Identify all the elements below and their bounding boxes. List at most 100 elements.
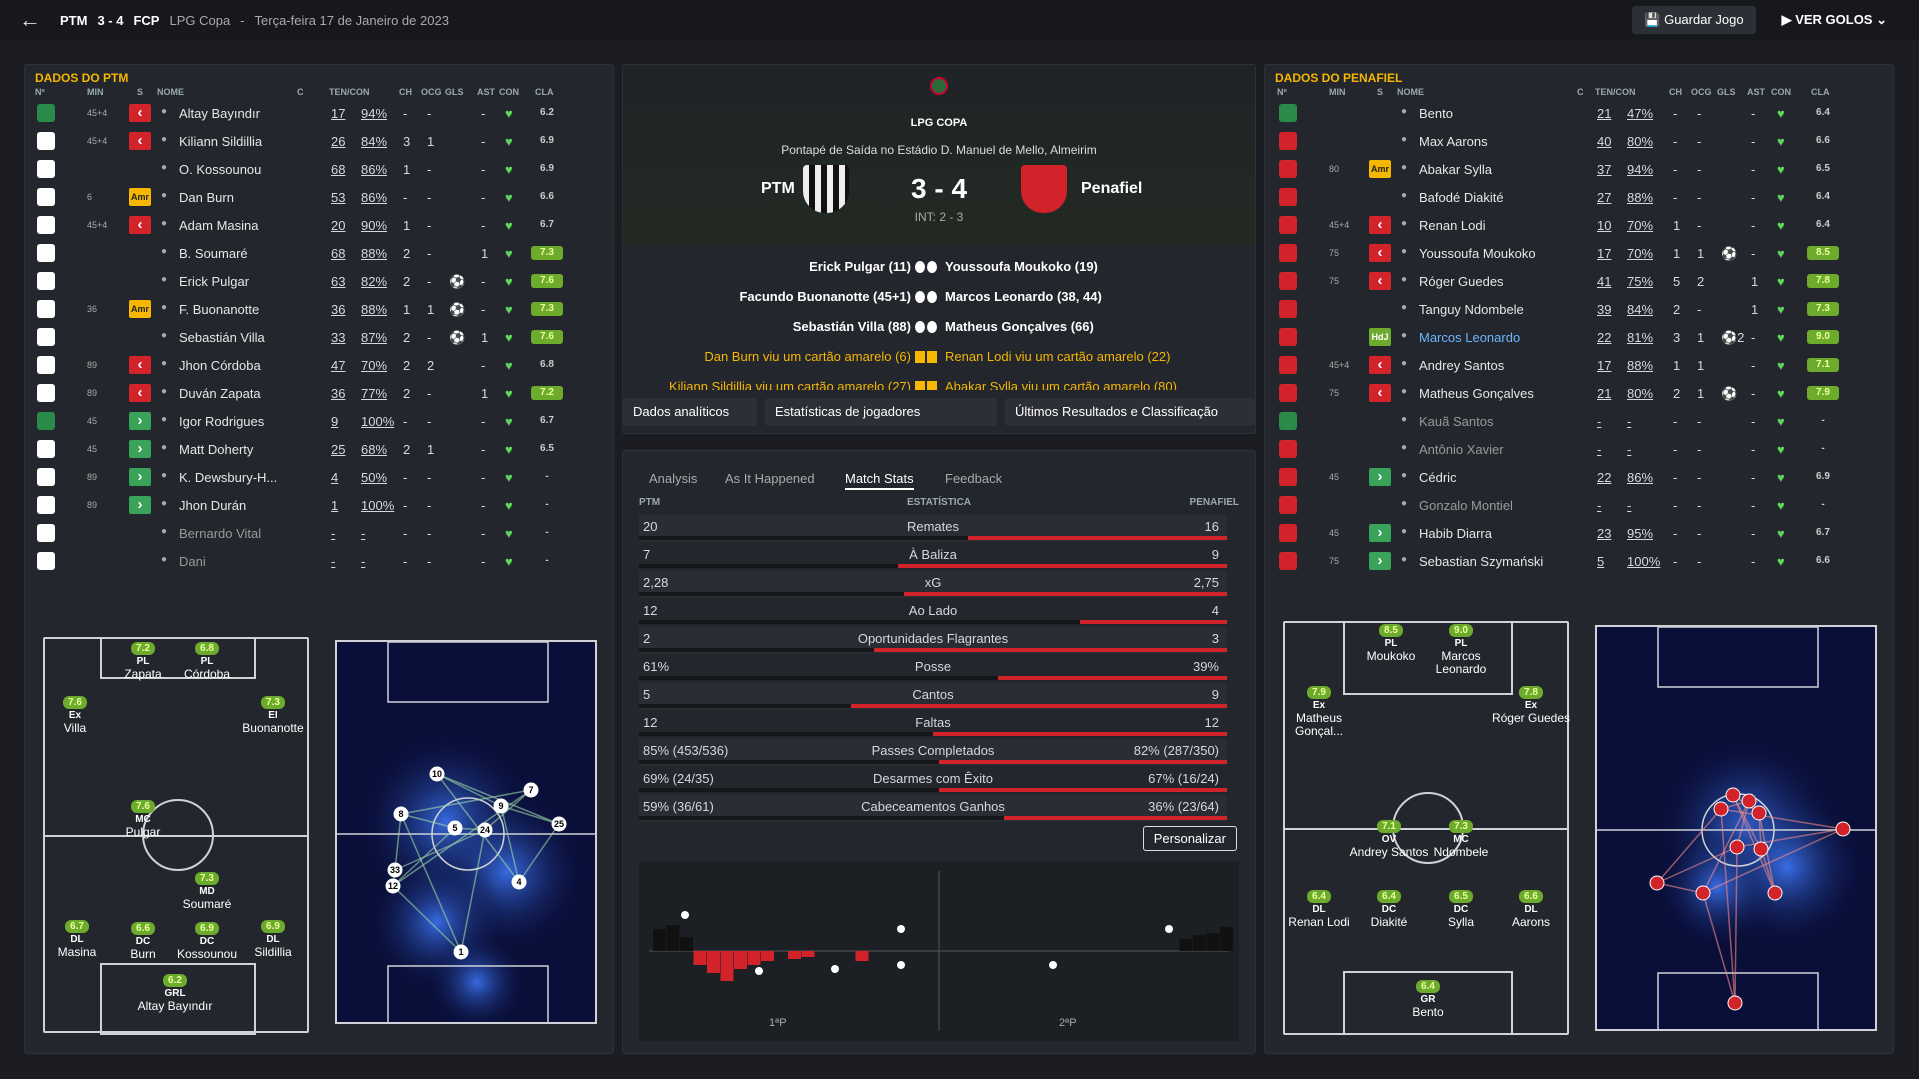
player-row[interactable]: Amr 80 ● Abakar Sylla 37 94% - - - ♥ 6.5: [1265, 155, 1893, 183]
save-game-button[interactable]: 💾 Guardar Jogo: [1632, 6, 1756, 34]
player-row[interactable]: ● B. Soumaré 68 88% 2 - 1 ♥ 7.3: [25, 239, 613, 267]
player-row[interactable]: ● Bernardo Vital - - - - - ♥ -: [25, 519, 613, 547]
formation-player[interactable]: 7.1 OV Andrey Santos: [1344, 819, 1434, 859]
player-row[interactable]: ● Dani - - - - - ♥ -: [25, 547, 613, 575]
player-name[interactable]: Antônio Xavier: [1419, 442, 1504, 457]
player-row[interactable]: ● Tanguy Ndombele 39 84% 2 - 1 ♥ 7.3: [1265, 295, 1893, 323]
player-row[interactable]: ‹ 45+4 ● Andrey Santos 17 88% 1 1 - ♥ 7.1: [1265, 351, 1893, 379]
player-row[interactable]: › 45 ● Habib Diarra 23 95% - - - ♥ 6.7: [1265, 519, 1893, 547]
player-name[interactable]: Matheus Gonçalves: [1419, 386, 1534, 401]
player-name[interactable]: Jhon Córdoba: [179, 358, 261, 373]
player-row[interactable]: › 45 ● Matt Doherty 25 68% 2 1 - ♥ 6.5: [25, 435, 613, 463]
formation-player[interactable]: 6.9 DC Kossounou: [162, 921, 252, 961]
formation-player[interactable]: 6.8 PL Córdoba: [162, 641, 252, 681]
player-name[interactable]: Marcos Leonardo: [1419, 330, 1521, 345]
customize-button[interactable]: Personalizar: [1142, 826, 1237, 851]
back-arrow-icon[interactable]: ←: [19, 7, 41, 32]
player-row[interactable]: ● Sebastián Villa 33 87% 2 - ⚽ 1 ♥ 7.6: [25, 323, 613, 351]
player-row[interactable]: ● Bafodé Diakité 27 88% - - - ♥ 6.4: [1265, 183, 1893, 211]
formation-player[interactable]: 6.2 GRL Altay Bayındır: [130, 973, 220, 1013]
player-row[interactable]: ● Max Aarons 40 80% - - - ♥ 6.6: [1265, 127, 1893, 155]
formation-player[interactable]: 7.3 MD Soumaré: [162, 871, 252, 911]
formation-player[interactable]: 6.9 DL Sildillia: [228, 919, 318, 959]
player-name[interactable]: Kauã Santos: [1419, 414, 1494, 429]
player-name[interactable]: Róger Guedes: [1419, 274, 1504, 289]
player-row[interactable]: Amr 6 ● Dan Burn 53 86% - - - ♥ 6.6: [25, 183, 613, 211]
player-row[interactable]: ● Gonzalo Montiel - - - - - ♥ -: [1265, 491, 1893, 519]
player-name[interactable]: Andrey Santos: [1419, 358, 1505, 373]
player-row[interactable]: ‹ 89 ● Jhon Córdoba 47 70% 2 2 - ♥ 6.8: [25, 351, 613, 379]
player-row[interactable]: ‹ 45+4 ● Kiliann Sildillia 26 84% 3 1 - ♥ 6.9: [25, 127, 613, 155]
player-row[interactable]: ‹ 75 ● Róger Guedes 41 75% 5 2 1 ♥ 7.8: [1265, 267, 1893, 295]
player-row[interactable]: ‹ 45+4 ● Adam Masina 20 90% 1 - - ♥ 6.7: [25, 211, 613, 239]
player-name[interactable]: Gonzalo Montiel: [1419, 498, 1513, 513]
player-name[interactable]: Altay Bayındır: [179, 106, 260, 121]
player-row[interactable]: Amr 36 ● F. Buonanotte 36 88% 1 1 ⚽ - ♥ 7.3: [25, 295, 613, 323]
player-row[interactable]: › 45 ● Cédric 22 86% - - - ♥ 6.9: [1265, 463, 1893, 491]
player-name[interactable]: Dani: [179, 554, 206, 569]
player-row[interactable]: ● Antônio Xavier - - - - - ♥ -: [1265, 435, 1893, 463]
formation-player[interactable]: 6.4 DC Diakité: [1344, 889, 1434, 929]
analysis-tab[interactable]: Últimos Resultados e Classificação: [1005, 398, 1255, 426]
formation-player[interactable]: 7.6 Ex Villa: [30, 695, 120, 735]
player-row[interactable]: ● Erick Pulgar 63 82% 2- ⚽ - ♥ 7.6: [25, 267, 613, 295]
player-name[interactable]: Erick Pulgar: [179, 274, 250, 289]
player-name[interactable]: Sebastian Szymański: [1419, 554, 1544, 569]
player-name[interactable]: O. Kossounou: [179, 162, 262, 177]
formation-player[interactable]: 6.5 DC Sylla: [1416, 889, 1506, 929]
player-name[interactable]: B. Soumaré: [179, 246, 248, 261]
player-row[interactable]: HdJ ● Marcos Leonardo 22 81% 3 1 ⚽2- ♥ 9.0: [1265, 323, 1893, 351]
player-row[interactable]: ● O. Kossounou 68 86% 1 - - ♥ 6.9: [25, 155, 613, 183]
player-name[interactable]: F. Buonanotte: [179, 302, 260, 317]
view-goals-button[interactable]: ▶ VER GOLOS ⌄: [1770, 6, 1899, 34]
player-name[interactable]: Renan Lodi: [1419, 218, 1486, 233]
formation-player[interactable]: 6.6 DC Burn: [98, 921, 188, 961]
player-name[interactable]: Igor Rodrigues: [179, 414, 265, 429]
player-name[interactable]: Cédric: [1419, 470, 1457, 485]
formation-player[interactable]: 9.0 PL Marcos Leonardo: [1416, 623, 1506, 676]
formation-player[interactable]: 7.3 MC Ndombele: [1416, 819, 1506, 859]
player-name[interactable]: Matt Doherty: [179, 442, 254, 457]
player-name[interactable]: Tanguy Ndombele: [1419, 302, 1524, 317]
player-name[interactable]: Duván Zapata: [179, 386, 261, 401]
formation-player[interactable]: 7.8 Ex Róger Guedes: [1486, 685, 1576, 725]
player-name[interactable]: Youssoufa Moukoko: [1419, 246, 1536, 261]
formation-player[interactable]: 7.3 EI Buonanotte: [228, 695, 318, 735]
stats-tab[interactable]: As It Happened: [725, 471, 815, 486]
player-row[interactable]: ● Bento 21 47% - - - ♥ 6.4: [1265, 99, 1893, 127]
player-name[interactable]: Dan Burn: [179, 190, 234, 205]
analysis-tab[interactable]: Estatísticas de jogadores: [765, 398, 997, 426]
analysis-tab[interactable]: Dados analíticos: [623, 398, 757, 426]
stats-tab[interactable]: Match Stats: [845, 471, 914, 490]
player-row[interactable]: › 75 ● Sebastian Szymański 5 100% - - - ♥ 6.6: [1265, 547, 1893, 575]
player-row[interactable]: › 89 ● Jhon Durán 1 100% - - - ♥ -: [25, 491, 613, 519]
player-name[interactable]: Kiliann Sildillia: [179, 134, 263, 149]
player-row[interactable]: › 45 ● Igor Rodrigues 9 100% - - - ♥ 6.7: [25, 407, 613, 435]
player-name[interactable]: Max Aarons: [1419, 134, 1488, 149]
player-row[interactable]: ● Kauã Santos - - - - - ♥ -: [1265, 407, 1893, 435]
player-name[interactable]: Adam Masina: [179, 218, 259, 233]
stats-tab[interactable]: Analysis: [649, 471, 698, 486]
player-name[interactable]: Jhon Durán: [179, 498, 247, 513]
player-name[interactable]: Bafodé Diakité: [1419, 190, 1504, 205]
player-row[interactable]: ‹ 45+4 ● Renan Lodi 10 70% 1 - - ♥ 6.4: [1265, 211, 1893, 239]
player-row[interactable]: ‹ 75 ● Matheus Gonçalves 21 80% 2 1 ⚽ - ♥ 7.9: [1265, 379, 1893, 407]
player-name[interactable]: Habib Diarra: [1419, 526, 1492, 541]
player-row[interactable]: › 89 ● K. Dewsbury-H... 4 50% - - - ♥ -: [25, 463, 613, 491]
formation-player[interactable]: 7.2 PL Zapata: [98, 641, 188, 681]
formation-player[interactable]: 7.6 MC Pulgar: [98, 799, 188, 839]
player-name[interactable]: Bento: [1419, 106, 1453, 121]
player-row[interactable]: ‹ 75 ● Youssoufa Moukoko 17 70% 1 1 ⚽ - ♥ 8.5: [1265, 239, 1893, 267]
formation-player[interactable]: 6.4 GR Bento: [1383, 979, 1473, 1019]
player-name[interactable]: K. Dewsbury-H...: [179, 470, 278, 485]
formation-player[interactable]: 6.7 DL Masina: [32, 919, 122, 959]
player-name[interactable]: Sebastián Villa: [179, 330, 265, 345]
player-name[interactable]: Abakar Sylla: [1419, 162, 1492, 177]
player-row[interactable]: ‹ 89 ● Duván Zapata 36 77% 2 - 1 ♥ 7.2: [25, 379, 613, 407]
formation-player[interactable]: 6.6 DL Aarons: [1486, 889, 1576, 929]
formation-player[interactable]: 6.4 DL Renan Lodi: [1274, 889, 1364, 929]
formation-player[interactable]: 7.9 Ex Matheus Gonçal...: [1274, 685, 1364, 738]
stats-tab[interactable]: Feedback: [945, 471, 1003, 486]
player-row[interactable]: ‹ 45+4 ● Altay Bayındır 17 94% - - - ♥ 6.2: [25, 99, 613, 127]
player-name[interactable]: Bernardo Vital: [179, 526, 262, 541]
